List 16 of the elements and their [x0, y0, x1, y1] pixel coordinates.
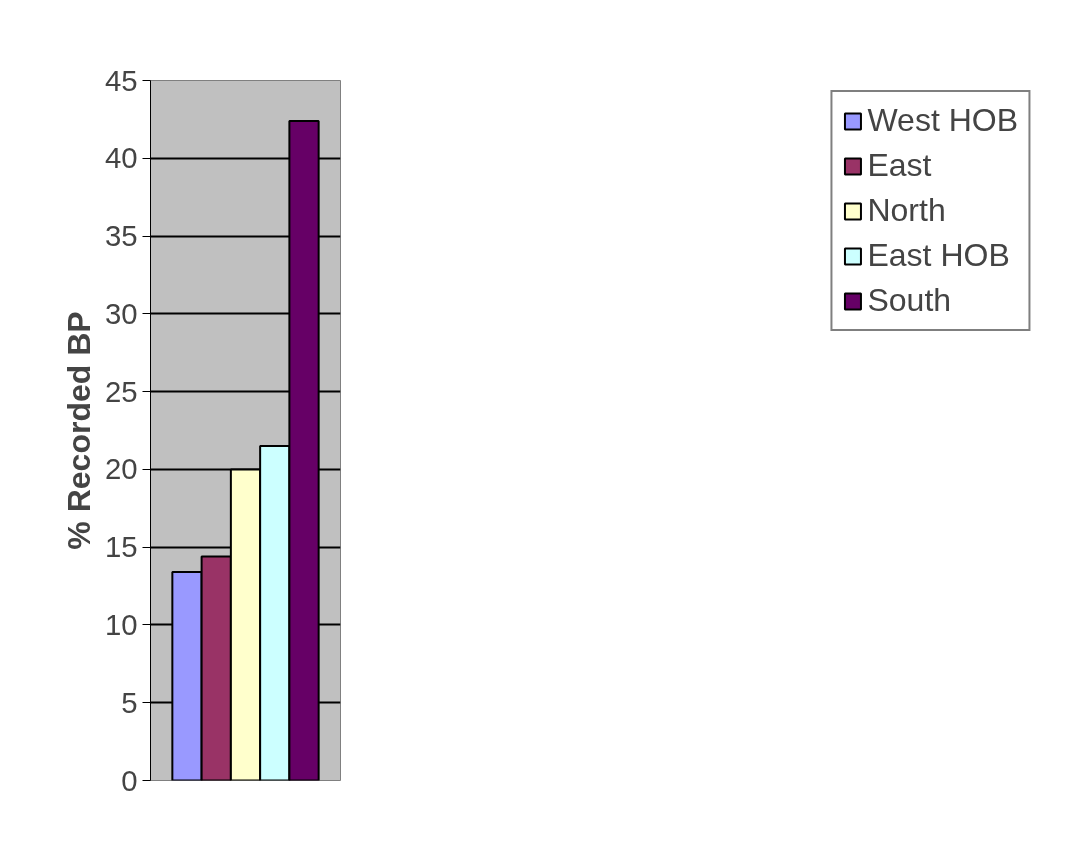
legend-label: West HOB: [867, 102, 1018, 139]
y-tick-label: 40: [104, 141, 138, 175]
legend-label: East HOB: [867, 237, 1010, 274]
legend-label: North: [867, 192, 946, 229]
y-tick-label: 0: [121, 763, 138, 797]
y-tick-label: 45: [104, 63, 138, 97]
y-axis-title: % Recorded BP: [60, 311, 97, 550]
y-tick-label: 15: [104, 530, 138, 564]
legend-label: East: [867, 147, 932, 184]
y-tick-label: 35: [104, 219, 138, 253]
y-tick-label: 5: [121, 685, 138, 719]
y-tick-label: 30: [104, 296, 138, 330]
legend-label: South: [867, 282, 952, 319]
y-tick-label: 25: [104, 374, 138, 408]
y-tick-label: 20: [104, 452, 138, 486]
y-tick-label: 10: [104, 607, 138, 641]
